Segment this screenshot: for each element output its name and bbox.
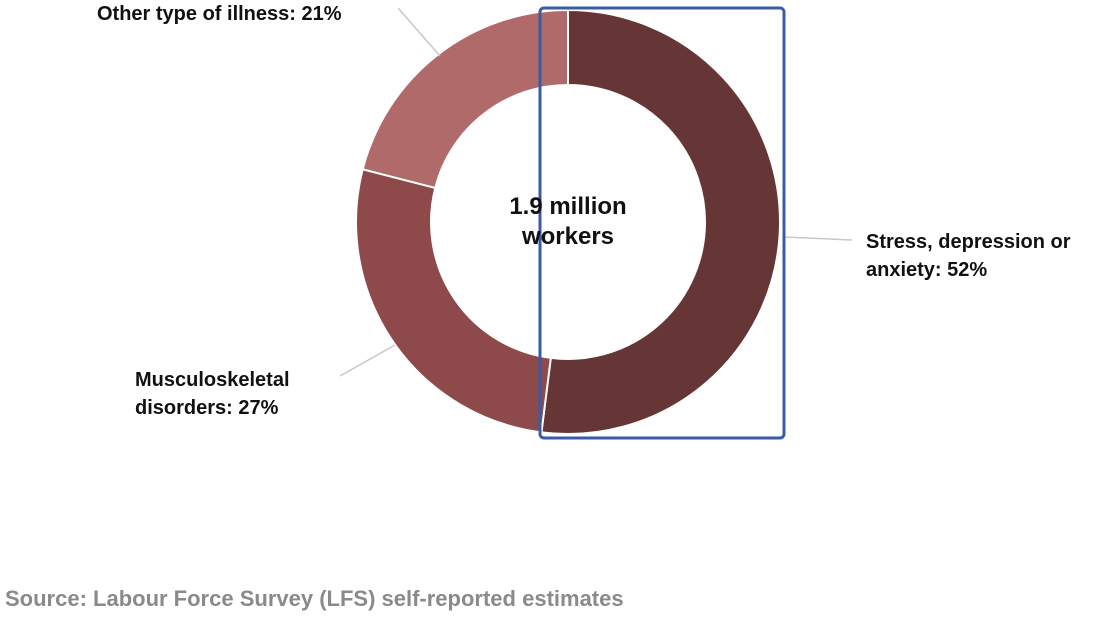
donut-segment <box>540 8 781 435</box>
donut-segment <box>361 8 569 190</box>
leader-line <box>783 236 853 241</box>
donut-segment <box>355 168 552 434</box>
leader-line <box>397 7 441 57</box>
leader-line <box>339 344 396 377</box>
highlight-box <box>538 6 786 440</box>
category-label: Stress, depression or anxiety: 52% <box>866 231 1071 281</box>
center-label: 1.9 million workers <box>509 193 627 250</box>
category-label: Musculoskeletal disorders: 27% <box>135 369 290 419</box>
category-label: Other type of illness: 21% <box>97 3 342 25</box>
donut <box>355 8 781 435</box>
source-note: Source: Labour Force Survey (LFS) self-r… <box>5 586 624 611</box>
